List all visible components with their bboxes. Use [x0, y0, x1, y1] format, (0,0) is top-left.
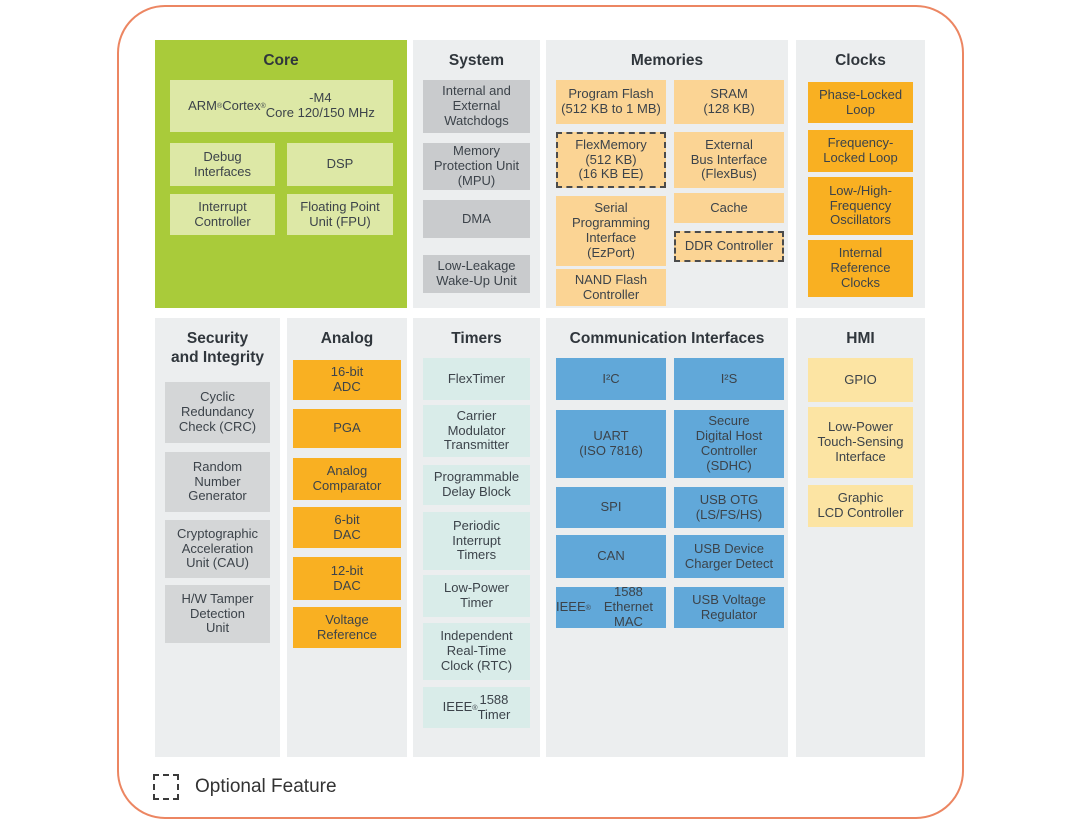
- panel-analog: Analog 16-bit ADC PGA Analog Comparator …: [287, 318, 407, 757]
- block-i2c: I²C: [556, 358, 666, 400]
- panel-title-hmi: HMI: [846, 330, 875, 347]
- panel-title-security: Security and Integrity: [170, 330, 264, 367]
- block-carrier-modulator-transmitter: Carrier Modulator Transmitter: [423, 405, 530, 457]
- block-low-leakage-wakeup: Low-Leakage Wake-Up Unit: [423, 255, 530, 293]
- block-debug-interfaces: Debug Interfaces: [170, 143, 275, 186]
- block-nand-flash-controller: NAND Flash Controller: [556, 269, 666, 306]
- block-cryptographic-acceleration-unit: Cryptographic Acceleration Unit (CAU): [165, 520, 270, 578]
- block-phase-locked-loop: Phase-Locked Loop: [808, 82, 913, 123]
- panel-title-memories: Memories: [630, 52, 704, 69]
- panel-system: System Internal and External Watchdogs M…: [413, 40, 540, 308]
- panel-security: Security and Integrity Cyclic Redundancy…: [155, 318, 280, 757]
- block-sram: SRAM (128 KB): [674, 80, 784, 124]
- block-frequency-locked-loop: Frequency- Locked Loop: [808, 130, 913, 172]
- block-16bit-adc: 16-bit ADC: [293, 360, 401, 400]
- block-oscillators: Low-/High- Frequency Oscillators: [808, 177, 913, 235]
- block-dsp: DSP: [287, 143, 393, 186]
- block-ieee-1588-timer: IEEE ® 1588 Timer: [423, 687, 530, 728]
- block-periodic-interrupt-timers: Periodic Interrupt Timers: [423, 512, 530, 570]
- block-programmable-delay-block: Programmable Delay Block: [423, 465, 530, 505]
- block-uart: UART (ISO 7816): [556, 410, 666, 478]
- block-arm-cortex-m4-core: ARM ® Cortex ® -M4 Core 120/150 MHz: [170, 80, 393, 132]
- block-6bit-dac: 6-bit DAC: [293, 507, 401, 548]
- block-rtc: Independent Real-Time Clock (RTC): [423, 623, 530, 680]
- block-usb-otg: USB OTG (LS/FS/HS): [674, 487, 784, 528]
- block-sdhc: Secure Digital Host Controller (SDHC): [674, 410, 784, 478]
- block-watchdogs: Internal and External Watchdogs: [423, 80, 530, 133]
- panel-title-clocks: Clocks: [835, 52, 886, 69]
- block-serial-programming-ezport: Serial Programming Interface (EzPort): [556, 196, 666, 266]
- panel-title-analog: Analog: [320, 330, 374, 347]
- block-gpio: GPIO: [808, 358, 913, 402]
- panel-timers: Timers FlexTimer Carrier Modulator Trans…: [413, 318, 540, 757]
- block-memory-protection-unit: Memory Protection Unit (MPU): [423, 143, 530, 190]
- block-low-power-timer: Low-Power Timer: [423, 575, 530, 617]
- block-interrupt-controller: Interrupt Controller: [170, 194, 275, 235]
- block-touch-sensing-interface: Low-Power Touch-Sensing Interface: [808, 407, 913, 478]
- panel-communication-interfaces: Communication Interfaces I²C I²S UART (I…: [546, 318, 788, 757]
- block-spi: SPI: [556, 487, 666, 528]
- block-can: CAN: [556, 535, 666, 578]
- block-flexmemory-optional: FlexMemory (512 KB) (16 KB EE): [556, 132, 666, 188]
- block-dma: DMA: [423, 200, 530, 238]
- block-program-flash: Program Flash (512 KB to 1 MB): [556, 80, 666, 124]
- legend-label: Optional Feature: [195, 776, 337, 797]
- block-hw-tamper-detection: H/W Tamper Detection Unit: [165, 585, 270, 643]
- panel-title-system: System: [448, 52, 505, 69]
- legend: Optional Feature: [153, 772, 337, 802]
- panel-title-communication-interfaces: Communication Interfaces: [569, 330, 765, 347]
- block-flextimer: FlexTimer: [423, 358, 530, 400]
- block-12bit-dac: 12-bit DAC: [293, 557, 401, 600]
- block-external-bus-interface: External Bus Interface (FlexBus): [674, 132, 784, 188]
- panel-title-timers: Timers: [451, 330, 502, 347]
- block-usb-device-charger-detect: USB Device Charger Detect: [674, 535, 784, 578]
- block-usb-voltage-regulator: USB Voltage Regulator: [674, 587, 784, 628]
- panel-title-core: Core: [263, 52, 299, 69]
- block-graphic-lcd-controller: Graphic LCD Controller: [808, 485, 913, 527]
- block-ieee-1588-ethernet-mac: IEEE ® 1588 Ethernet MAC: [556, 584, 666, 629]
- panel-core: Core ARM ® Cortex ® -M4 Core 120/150 MHz De…: [155, 40, 407, 308]
- block-floating-point-unit: Floating Point Unit (FPU): [287, 194, 393, 235]
- block-analog-comparator: Analog Comparator: [293, 458, 401, 500]
- panel-memories: Memories Program Flash (512 KB to 1 MB) …: [546, 40, 788, 308]
- optional-feature-dashed-box-icon: [153, 774, 179, 800]
- panel-clocks: Clocks Phase-Locked Loop Frequency- Lock…: [796, 40, 925, 308]
- block-pga: PGA: [293, 409, 401, 448]
- block-ddr-controller-optional: DDR Controller: [674, 231, 784, 262]
- block-cache: Cache: [674, 193, 784, 223]
- block-crc: Cyclic Redundancy Check (CRC): [165, 382, 270, 443]
- block-voltage-reference: Voltage Reference: [293, 607, 401, 648]
- panel-hmi: HMI GPIO Low-Power Touch-Sensing Interfa…: [796, 318, 925, 757]
- block-internal-reference-clocks: Internal Reference Clocks: [808, 240, 913, 297]
- block-i2s: I²S: [674, 358, 784, 400]
- block-random-number-generator: Random Number Generator: [165, 452, 270, 512]
